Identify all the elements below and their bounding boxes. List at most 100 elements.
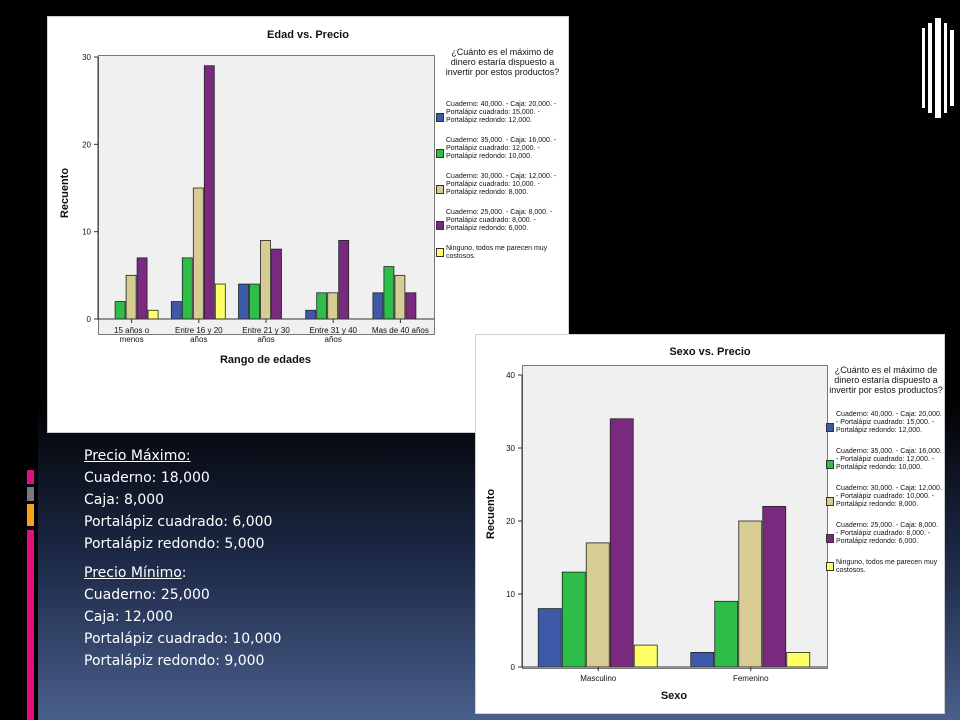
- bar: [305, 309, 317, 320]
- min-price-heading-text: Precio Mínimo: [84, 565, 182, 581]
- chart-panel-sexo: Sexo vs. Precio 0 10 20 30 40 Masculino Femeni…: [475, 334, 945, 714]
- bar-chart-sexo: 0 10 20 30 40 Masculino Femenino: [506, 371, 827, 683]
- bar: [537, 608, 562, 668]
- bar: [714, 600, 739, 668]
- chart-panel-edad: Edad vs. Precio 0 10 20 30 15 años o menos Ent…: [47, 16, 569, 433]
- bar: [405, 292, 417, 320]
- bar: [738, 520, 763, 668]
- accent-bar-pink-top: [27, 470, 34, 484]
- min-price-line: Portalápiz redondo: 9,000: [84, 653, 265, 669]
- bar: [203, 65, 215, 320]
- legend: Cuaderno: 40,000. - Caja: 20,000. - Port…: [826, 411, 944, 591]
- bar: [249, 283, 260, 320]
- x-tick-label: Entre 31 y 40: [309, 326, 357, 335]
- y-tick-label: 10: [506, 590, 515, 599]
- legend-swatch: [436, 149, 444, 158]
- bar: [192, 187, 204, 320]
- accent-bar-orange: [27, 504, 34, 526]
- decorative-bars-icon: [922, 18, 954, 118]
- chart-title: Edad vs. Precio: [267, 29, 349, 41]
- legend-item: Cuaderno: 25,000. - Caja: 8,000. - Porta…: [836, 522, 938, 545]
- max-price-line: Portalápiz redondo: 5,000: [84, 536, 265, 552]
- y-tick-label: 10: [82, 228, 91, 237]
- min-price-line: Portalápiz cuadrado: 10,000: [84, 631, 282, 647]
- bar: [383, 266, 395, 320]
- y-axis-label: Recuento: [485, 488, 498, 540]
- x-tick-label: 15 años o: [114, 326, 150, 335]
- legend-swatch: [826, 423, 834, 432]
- legend: Cuaderno: 40,000. - Caja: 20,000. - Port…: [436, 101, 568, 281]
- y-tick-label: 30: [506, 444, 515, 453]
- bar: [585, 542, 610, 668]
- price-summary: Precio Máximo: Cuaderno: 18,000 Caja: 8,…: [84, 445, 281, 672]
- y-tick-label: 0: [87, 315, 92, 324]
- x-tick-label: Masculino: [580, 674, 617, 683]
- x-tick-label: Femenino: [733, 674, 769, 683]
- bar: [147, 309, 159, 320]
- bar: [633, 644, 658, 668]
- min-price-line: Cuaderno: 25,000: [84, 587, 210, 603]
- max-price-line: Cuaderno: 18,000: [84, 470, 210, 486]
- x-axis-label: Rango de edades: [219, 354, 312, 366]
- x-tick-label: menos: [120, 335, 144, 344]
- bar: [762, 505, 787, 668]
- bar: [327, 292, 339, 320]
- legend-swatch: [436, 113, 444, 122]
- bar: [260, 239, 271, 320]
- bar: [271, 248, 282, 320]
- bar: [786, 651, 811, 668]
- y-tick-label: 30: [82, 53, 91, 62]
- bar: [170, 301, 182, 320]
- legend-swatch: [826, 534, 834, 543]
- legend-item: Ninguno, todos me parecen muy costosos.: [836, 559, 938, 574]
- min-price-heading: Precio Mínimo:: [84, 565, 187, 581]
- legend-title: ¿Cuánto es el máximo de dinero estaría d…: [829, 365, 943, 395]
- bar: [561, 571, 586, 668]
- y-tick-label: 40: [506, 371, 515, 380]
- y-tick-label: 0: [511, 663, 516, 672]
- legend-swatch: [826, 460, 834, 469]
- max-price-line: Caja: 8,000: [84, 492, 165, 508]
- x-tick-label: Entre 21 y 30: [242, 326, 290, 335]
- legend-swatch: [826, 497, 834, 506]
- legend-title: ¿Cuánto es el máximo de dinero estaría d…: [445, 47, 560, 77]
- x-tick-label: Entre 16 y 20: [175, 326, 223, 335]
- y-axis-label: Recuento: [59, 167, 72, 219]
- x-tick-label: años: [190, 335, 207, 344]
- x-tick-label: Mas de 40 años: [372, 326, 429, 335]
- max-price-heading: Precio Máximo:: [84, 448, 191, 464]
- bar: [690, 651, 715, 668]
- legend-item: Cuaderno: 25,000. - Caja: 8,000. - Porta…: [446, 209, 553, 232]
- max-price-line: Portalápiz cuadrado: 6,000: [84, 514, 273, 530]
- bar: [609, 418, 634, 668]
- legend-item: Ninguno, todos me parecen muy costosos.: [446, 245, 548, 260]
- legend-item: Cuaderno: 30,000. - Caja: 12,000. - Port…: [836, 485, 942, 508]
- legend-item: Cuaderno: 35,000. - Caja: 16,000. - Port…: [446, 137, 557, 160]
- bar: [181, 257, 193, 320]
- bar: [214, 283, 226, 320]
- y-tick-label: 20: [82, 140, 91, 149]
- legend-swatch: [436, 248, 444, 257]
- bar: [338, 239, 350, 320]
- y-tick-label: 20: [506, 517, 515, 526]
- accent-bar-gray: [27, 487, 34, 501]
- x-axis-label: Sexo: [660, 690, 688, 702]
- legend-item: Cuaderno: 40,000. - Caja: 20,000. - Port…: [836, 411, 942, 434]
- legend-item: Cuaderno: 30,000. - Caja: 12,000. - Port…: [446, 173, 557, 196]
- x-tick-label: años: [325, 335, 342, 344]
- legend-swatch: [436, 185, 444, 194]
- bar: [394, 274, 406, 320]
- bar: [114, 301, 126, 320]
- bar: [136, 257, 148, 320]
- chart-title: Sexo vs. Precio: [669, 346, 751, 358]
- legend-item: Cuaderno: 40,000. - Caja: 20,000. - Port…: [446, 101, 557, 124]
- legend-swatch: [436, 221, 444, 230]
- legend-swatch: [826, 562, 834, 571]
- bar: [372, 292, 384, 320]
- bar: [125, 274, 137, 320]
- legend-item: Cuaderno: 35,000. - Caja: 16,000. - Port…: [836, 448, 942, 471]
- min-price-line: Caja: 12,000: [84, 609, 173, 625]
- bar: [238, 283, 249, 320]
- accent-bar-pink-bottom: [27, 530, 34, 720]
